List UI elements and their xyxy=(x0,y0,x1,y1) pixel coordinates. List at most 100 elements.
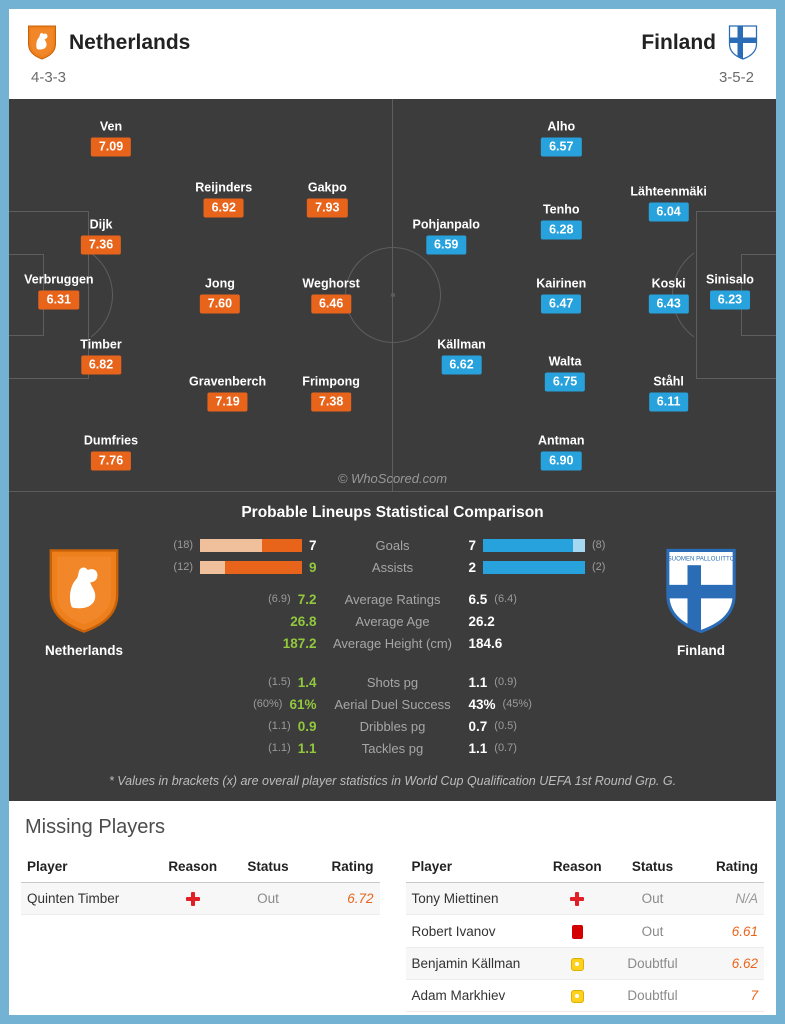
suspension-icon xyxy=(571,924,583,939)
player-name: Timber xyxy=(80,337,122,352)
player-name: Verbruggen xyxy=(24,272,94,287)
player-away[interactable]: Tenho 6.28 xyxy=(541,202,582,240)
home-bracket-value: (12) xyxy=(173,561,193,573)
player-rating-badge: 6.92 xyxy=(203,198,244,218)
player-name: Sinisalo xyxy=(706,272,754,287)
away-formation: 3-5-2 xyxy=(718,69,754,86)
away-bracket-value: (0.9) xyxy=(494,676,517,688)
home-stat-cell: 187.2 xyxy=(159,636,317,651)
comparison-body: Netherlands (18) 7 Goals 7 (8) (12) 9 Assists 2(… xyxy=(9,532,776,759)
missing-player-row: Adam Markhiev Doubtful 7 xyxy=(405,980,764,1012)
away-team[interactable]: Finland xyxy=(641,25,758,60)
player-home[interactable]: Jong 7.60 xyxy=(199,277,241,314)
player-home[interactable]: Dijk 7.36 xyxy=(80,217,122,255)
missing-players-section: Missing Players Player Reason Status Rat… xyxy=(9,801,776,1015)
player-home[interactable]: Gravenberch 7.19 xyxy=(189,375,266,412)
comparison-stat-row: (1.5) 1.4 Shots pg 1.1 (0.9) xyxy=(159,671,626,693)
table-header-row: Player Reason Status Rating xyxy=(405,851,764,883)
home-bracket-value: (18) xyxy=(173,539,193,551)
player-away[interactable]: Lähteenmäki 6.04 xyxy=(630,184,707,222)
away-stat-value: 6.5 xyxy=(468,591,488,607)
player-rating-badge: 7.19 xyxy=(207,392,248,412)
player-home[interactable]: Verbruggen 6.31 xyxy=(24,272,94,310)
stat-label: Average Height (cm) xyxy=(333,635,452,651)
player-name: Dijk xyxy=(89,217,113,232)
home-formation: 4-3-3 xyxy=(31,69,67,86)
player-column-header: Player xyxy=(411,859,453,874)
missing-player-name[interactable]: Tony Miettinen xyxy=(411,891,499,907)
home-team[interactable]: Netherlands xyxy=(27,25,190,60)
player-home[interactable]: Frimpong 7.38 xyxy=(302,375,360,412)
player-away[interactable]: Källman 6.62 xyxy=(437,337,486,375)
doubtful-icon xyxy=(570,957,584,971)
stat-label: Shots pg xyxy=(366,674,419,690)
player-column-header: Player xyxy=(27,859,68,874)
comparison-stat-row: (60%) 61% Aerial Duel Success 43% (45%) xyxy=(159,693,626,715)
player-away[interactable]: Antman 6.90 xyxy=(538,433,585,471)
missing-players-tables: Player Reason Status Rating Quinten Timb… xyxy=(9,851,776,1015)
player-name: Källman xyxy=(437,337,486,352)
stat-label: Aerial Duel Success xyxy=(334,696,451,712)
missing-player-name[interactable]: Robert Ivanov xyxy=(411,923,496,939)
player-away[interactable]: Ståhl 6.11 xyxy=(648,375,689,412)
player-away[interactable]: Alho 6.57 xyxy=(541,120,582,157)
netherlands-crest-icon xyxy=(27,25,57,60)
missing-player-rating: 6.72 xyxy=(347,891,374,907)
comparison-stat-row: (6.9) 7.2 Average Ratings 6.5 (6.4) xyxy=(159,588,626,610)
stat-label: Average Age xyxy=(355,613,430,629)
finland-crest-icon xyxy=(728,25,758,60)
player-home[interactable]: Timber 6.82 xyxy=(80,337,122,375)
away-stat-value: 1.1 xyxy=(468,674,488,690)
stat-label: Tackles pg xyxy=(361,740,424,756)
reason-cell xyxy=(540,988,615,1003)
home-stat-cell: (1.1) 1.1 xyxy=(159,741,316,756)
away-stat-cell: 26.2 xyxy=(469,614,627,629)
player-name: Tenho xyxy=(542,202,580,217)
player-home[interactable]: Weghorst 6.46 xyxy=(302,277,360,314)
home-missing-rows: Quinten Timber Out 6.72 xyxy=(21,883,380,916)
stat-label: Dribbles pg xyxy=(359,718,426,734)
player-away[interactable]: Pohjanpalo 6.59 xyxy=(413,218,480,255)
away-bracket-value: (2) xyxy=(592,561,606,573)
away-stat-bar-fill xyxy=(483,560,586,574)
player-away[interactable]: Koski 6.43 xyxy=(648,277,689,314)
away-bracket-value: (8) xyxy=(592,539,606,551)
missing-player-status: Out xyxy=(641,891,664,907)
player-name: Ven xyxy=(99,119,123,134)
home-stat-bar xyxy=(199,538,302,552)
missing-player-name[interactable]: Adam Markhiev xyxy=(411,987,506,1003)
player-name: Walta xyxy=(548,354,582,369)
away-bracket-value: (6.4) xyxy=(494,593,517,605)
reason-cell xyxy=(155,891,230,907)
player-away[interactable]: Walta 6.75 xyxy=(544,354,586,392)
comparison-rows: (18) 7 Goals 7 (8) (12) 9 Assists 2 (2) (6.9) 7.2 Av… xyxy=(159,532,626,759)
home-stat-value: 26.8 xyxy=(290,613,317,629)
comparison-title: Probable Lineups Statistical Comparison xyxy=(241,504,544,521)
right-penalty-area xyxy=(696,210,776,380)
missing-player-name[interactable]: Quinten Timber xyxy=(27,891,120,907)
finland-crest-large-icon: SUOMEN PALLOLIITTO xyxy=(664,548,738,634)
rating-column-header: Rating xyxy=(716,859,758,874)
player-home[interactable]: Dumfries 7.76 xyxy=(84,433,138,471)
missing-player-row: Robert Ivanov Out 6.61 xyxy=(405,915,764,948)
player-rating-badge: 6.11 xyxy=(648,392,689,412)
injury-icon xyxy=(570,892,585,907)
home-stat-cell: (60%) 61% xyxy=(159,697,316,712)
player-rating-badge: 6.28 xyxy=(541,220,582,240)
away-stat-cell: 1.1 (0.7) xyxy=(469,741,627,756)
player-rating-badge: 7.93 xyxy=(307,198,348,218)
missing-player-name[interactable]: Benjamin Källman xyxy=(411,955,521,971)
player-home[interactable]: Reijnders 6.92 xyxy=(195,180,252,218)
missing-player-status: Out xyxy=(257,891,279,907)
player-away[interactable]: Sinisalo 6.23 xyxy=(706,273,754,310)
player-rating-badge: 7.38 xyxy=(310,392,352,412)
player-rating-badge: 6.75 xyxy=(544,372,586,392)
player-away[interactable]: Kairinen 6.47 xyxy=(536,277,586,314)
away-stat-cell: 0.7 (0.5) xyxy=(469,719,627,734)
player-home[interactable]: Gakpo 7.93 xyxy=(307,180,348,218)
home-stat-cell: (12) 9 xyxy=(159,560,316,575)
status-column-header: Status xyxy=(631,859,674,874)
center-spot xyxy=(390,293,395,297)
missing-player-row: Benjamin Källman Doubtful 6.62 xyxy=(405,947,764,980)
player-home[interactable]: Ven 7.09 xyxy=(90,119,132,157)
